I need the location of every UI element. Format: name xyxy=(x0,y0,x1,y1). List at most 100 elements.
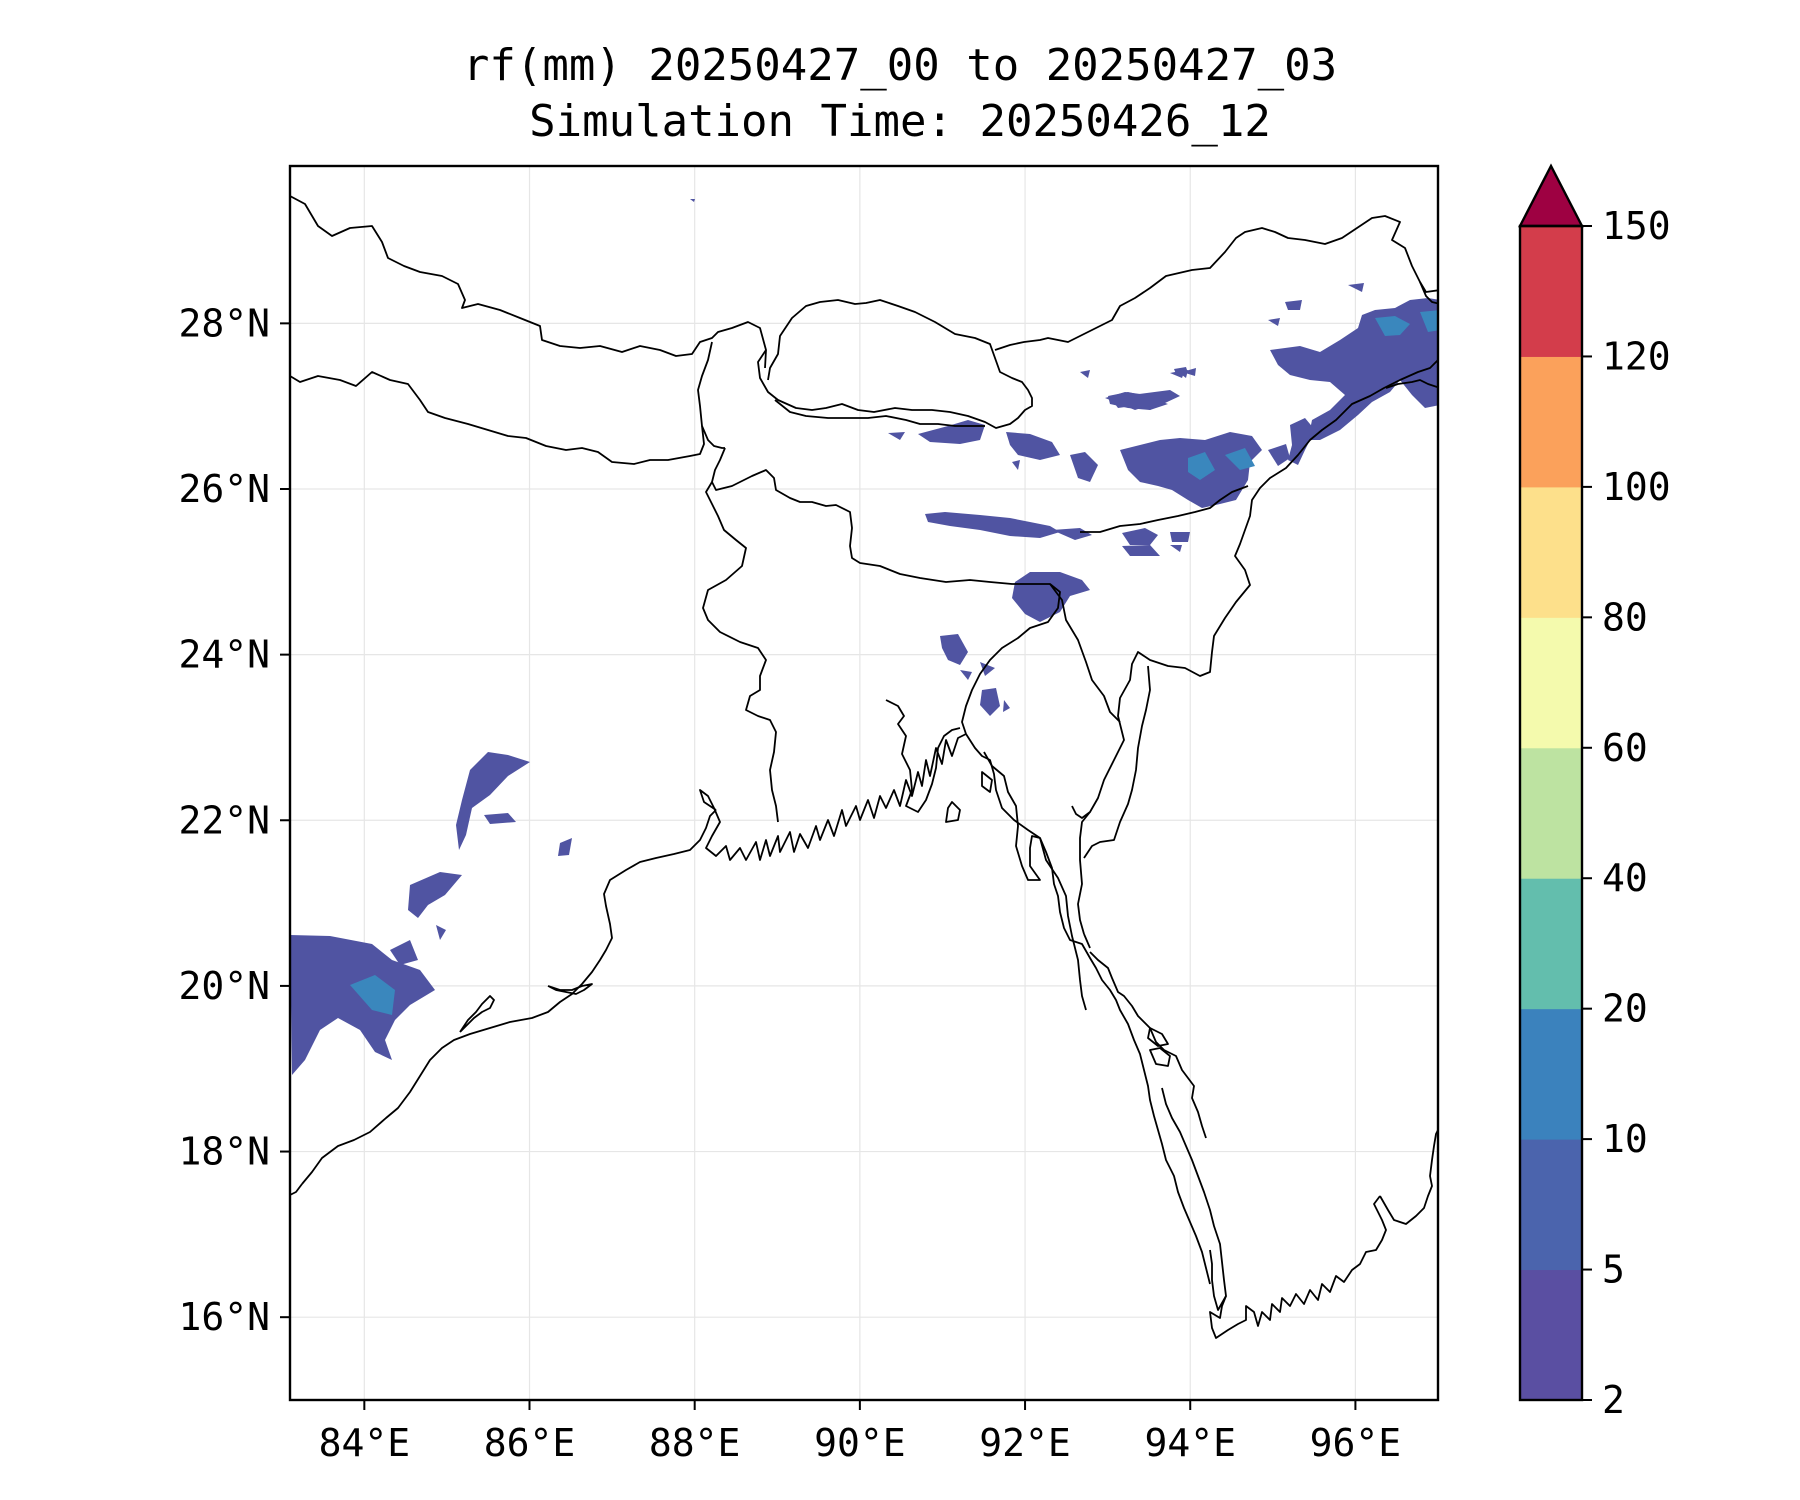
rain-patch-ne-small-6 xyxy=(1080,370,1090,378)
rain-patch-assam-2 xyxy=(1070,452,1098,482)
colorbar-segment xyxy=(1520,1008,1582,1140)
rain-patch-tripura-3 xyxy=(960,670,972,680)
colorbar-frame xyxy=(1518,224,1584,1402)
rain-patch-ne-small-7 xyxy=(1182,368,1196,376)
west-nepal-lower xyxy=(701,425,725,449)
colorbar-segment xyxy=(1520,1269,1582,1401)
map-title: rf(mm) 20250427_00 to 20250427_03 Simula… xyxy=(0,38,1800,150)
colorbar-tick-label: 5 xyxy=(1602,1248,1625,1292)
small-island-2 xyxy=(945,801,961,823)
rain-patch-assam-lower-1 xyxy=(925,512,1060,538)
colorbar-tick-label: 100 xyxy=(1602,465,1671,509)
plot-frame xyxy=(288,164,1440,1402)
rain-patch-ne-small-5 xyxy=(1108,390,1180,410)
colorbar-segment xyxy=(1520,486,1582,618)
colorbar-segment xyxy=(1520,1139,1582,1271)
gridlines xyxy=(290,166,1438,1400)
coastlines-and-borders xyxy=(290,195,1438,1339)
x-tick-label: 86°E xyxy=(484,1421,576,1465)
colorbar-segment xyxy=(1520,226,1582,357)
colorbar-tick-label: 80 xyxy=(1602,595,1648,639)
rain-patch-ne-small-8 xyxy=(690,199,695,202)
rain-patch-chittagong-1 xyxy=(980,688,1000,716)
india-east-border xyxy=(1049,583,1121,723)
myanmar-india-border xyxy=(1071,358,1438,819)
colorbar-tick-label: 2 xyxy=(1602,1378,1625,1422)
colorbar-segment xyxy=(1520,617,1582,749)
colorbar-segment xyxy=(1520,878,1582,1010)
rain-patch-odisha-2 xyxy=(456,752,530,850)
title-line-1: rf(mm) 20250427_00 to 20250427_03 xyxy=(462,40,1338,91)
rain-patch-northeast-core-2 xyxy=(1420,310,1438,332)
mizoram-south xyxy=(1083,933,1091,949)
colorbar-tick-label: 20 xyxy=(1602,987,1648,1031)
tripura-border xyxy=(965,733,1041,839)
x-tick-label: 88°E xyxy=(649,1421,741,1465)
bengal-delta xyxy=(699,733,967,861)
nepal-north-border xyxy=(290,195,767,369)
y-tick-label: 20°N xyxy=(178,964,270,1008)
rain-patch-assam-lower-5 xyxy=(1122,545,1160,556)
ramree-island xyxy=(1147,1027,1169,1047)
rain-patch-assam-lower-6 xyxy=(1170,545,1182,552)
rain-patch-central-assam-core-2 xyxy=(1225,448,1255,470)
bhutan-loop xyxy=(774,399,985,427)
y-tick-label: 26°N xyxy=(178,467,270,511)
x-tick-label: 84°E xyxy=(319,1421,411,1465)
colorbar-tick-label: 10 xyxy=(1602,1117,1648,1161)
rain-patch-odisha-3 xyxy=(484,813,516,824)
bangladesh-west-border-2 xyxy=(702,481,779,823)
myanmar-north-border xyxy=(1385,379,1438,389)
rain-patch-ne-small-2 xyxy=(1348,283,1364,292)
colorbar-tick-label: 150 xyxy=(1602,204,1671,248)
y-axis-ticks: 16°N 18°N 20°N 22°N 24°N 26°N 28°N xyxy=(178,301,290,1339)
rain-patch-northeast-core xyxy=(1375,316,1410,336)
rain-patch-chittagong-2 xyxy=(1003,700,1010,712)
mizoram-border xyxy=(1077,811,1091,935)
rain-patch-nagaland xyxy=(1288,418,1315,465)
rain-patch-sylhet xyxy=(1012,572,1090,622)
rain-patch-assam-3 xyxy=(1012,460,1020,470)
rain-patch-bhutan-south-2 xyxy=(888,432,905,440)
y-tick-label: 16°N xyxy=(178,1295,270,1339)
bay-coast-lower xyxy=(290,1183,303,1196)
nepal-south-border xyxy=(290,341,713,465)
rain-patch-ne-small-1 xyxy=(1285,300,1302,310)
rain-patch-assam-lower-4 xyxy=(1170,532,1190,542)
colorbar-tick-label: 120 xyxy=(1602,334,1671,378)
cheduba-island xyxy=(1149,1047,1171,1067)
colorbar-tick-label: 60 xyxy=(1602,726,1648,770)
rain-patch-odisha-6 xyxy=(436,925,446,940)
rain-patch-odisha-5 xyxy=(390,940,418,965)
colorbar-segment xyxy=(1520,356,1582,488)
chilika-lake xyxy=(547,983,593,995)
india-bengal-coast xyxy=(301,809,717,1185)
rain-patch-odisha-4 xyxy=(558,838,572,856)
sikkim-bhutan-border xyxy=(757,299,1033,429)
rain-patch-west-center xyxy=(350,975,395,1015)
mahanadi-delta xyxy=(459,995,495,1033)
y-tick-label: 18°N xyxy=(178,1130,270,1174)
rain-patch-odisha-1 xyxy=(408,872,462,918)
rain-patch-tripura xyxy=(940,634,968,665)
bengal-delta-islands xyxy=(885,699,961,813)
colorbar-extend-arrow xyxy=(1518,163,1584,228)
y-tick-label: 22°N xyxy=(178,798,270,842)
map-features xyxy=(290,195,1438,1339)
rain-patch-central-assam-core xyxy=(1188,452,1215,480)
myanmar-coast xyxy=(1161,1087,1227,1311)
manipur xyxy=(1083,665,1151,859)
rain-patch-ne-small-11 xyxy=(1174,440,1182,448)
rain-patch-ne-small-10 xyxy=(1112,395,1140,408)
irrawaddy-delta xyxy=(1209,1195,1387,1339)
small-island-1 xyxy=(981,771,993,793)
rain-patch-assam-1 xyxy=(1006,432,1060,460)
east-border-top xyxy=(1419,281,1438,305)
rainfall-contours xyxy=(290,199,1438,1075)
rakhine-coast-details xyxy=(1089,951,1207,1139)
rain-patch-tripura-2 xyxy=(980,662,995,676)
x-tick-label: 92°E xyxy=(979,1421,1071,1465)
title-line-2: Simulation Time: 20250426_12 xyxy=(529,96,1271,147)
colorbar-tick-label: 40 xyxy=(1602,856,1648,900)
